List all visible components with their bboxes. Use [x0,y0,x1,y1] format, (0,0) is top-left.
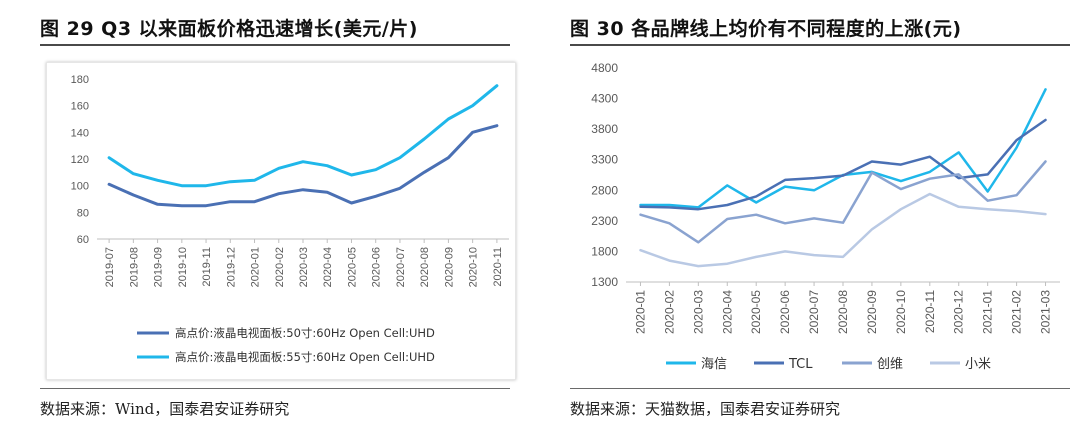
right-x-tick-label: 2020-08 [836,290,850,334]
right-source-rule [570,388,1070,389]
right-legend-label: 海信 [701,357,727,372]
right-x-tick-label: 2020-11 [923,290,937,333]
right-x-tick-label: 2020-05 [749,290,763,334]
left-x-tick-label: 2019-10 [177,247,189,287]
right-y-tick-label: 1300 [591,275,618,289]
left-legend-label: 高点价:液晶电视面板:50寸:60Hz Open Cell:UHD [175,326,435,340]
right-legend-label: 创维 [877,357,903,372]
right-x-tick-label: 2021-03 [1039,290,1053,334]
left-y-tick-label: 100 [71,181,89,193]
right-figure-title: 图 30 各品牌线上均价有不同程度的上涨(元) [570,18,962,40]
left-y-tick-label: 140 [71,127,89,139]
right-source-note: 数据来源：天猫数据，国泰君安证券研究 [570,400,841,418]
right-y-tick-label: 4800 [591,62,618,75]
right-y-tick-label: 2800 [591,183,618,197]
left-title-rule [40,44,510,46]
left-figure: 图 29 Q3 以来面板价格迅速增长(美元/片) 60 80 100 120 140 16… [40,18,516,418]
left-legend-label: 高点价:液晶电视面板:55寸:60Hz Open Cell:UHD [175,350,435,364]
right-figure: 图 30 各品牌线上均价有不同程度的上涨(元) 1300 1800 2300 2800… [548,0,1080,432]
left-x-tick-label: 2020-01 [250,247,262,287]
left-source-rule [40,388,510,389]
right-legend-label: TCL [788,357,813,372]
right-x-tick-label: 2020-12 [952,290,966,334]
left-y-tick-label: 180 [71,74,89,86]
right-x-tick-label: 2020-09 [865,290,879,334]
left-x-tick-label: 2020-05 [346,247,358,287]
left-x-tick-label: 2019-11 [201,247,213,287]
left-x-tick-label: 2020-09 [443,247,455,287]
left-x-tick-label: 2020-11 [492,247,504,287]
right-y-tick-label: 3800 [591,122,618,136]
left-source-note: 数据来源：Wind，国泰君安证券研究 [40,400,290,418]
right-x-tick-label: 2020-03 [691,290,705,334]
left-x-tick-label: 2019-12 [225,247,237,287]
right-x-tick-label: 2021-01 [981,290,995,334]
left-x-tick-label: 2020-03 [298,247,310,287]
right-chart-area: 1300 1800 2300 2800 3300 3800 4300 4800 2020-01 2… [570,62,1068,378]
left-chart: 60 80 100 120 140 160 180 2019-07 2019-08 2019-09… [71,74,509,364]
left-x-tick-label: 2020-06 [371,247,383,287]
right-legend-label: 小米 [965,357,991,372]
left-chart-area: 60 80 100 120 140 160 180 2019-07 2019-08 2019-09… [46,62,516,380]
left-y-tick-label: 160 [71,101,89,113]
right-y-tick-label: 4300 [591,92,618,106]
left-x-tick-label: 2020-04 [322,247,334,287]
left-x-tick-label: 2020-10 [468,247,480,287]
left-y-tick-label: 60 [77,234,89,246]
right-series-line-4 [639,192,1047,268]
right-x-tick-label: 2020-04 [720,290,734,334]
right-y-tick-label: 1800 [591,244,618,258]
right-x-tick-label: 2020-10 [894,290,908,334]
left-x-tick-label: 2019-09 [153,247,165,287]
left-x-tick-label: 2020-02 [274,247,286,287]
left-x-tick-label: 2020-07 [395,247,407,287]
right-chart: 1300 1800 2300 2800 3300 3800 4300 4800 2020-01 2… [591,62,1060,372]
right-y-tick-label: 3300 [591,153,618,167]
left-series-line-1 [107,124,499,208]
right-title-rule [570,44,1070,46]
left-y-tick-label: 120 [71,154,89,166]
left-x-tick-label: 2019-07 [104,247,116,287]
right-y-tick-label: 2300 [591,214,618,228]
right-x-tick-label: 2020-01 [633,290,647,334]
right-x-tick-label: 2021-02 [1010,290,1024,334]
right-x-tick-label: 2020-02 [662,290,676,334]
right-series-line-2 [639,118,1047,211]
right-x-tick-label: 2020-07 [807,290,821,334]
left-series-line-2 [107,84,499,188]
right-series-line-1 [639,88,1047,209]
left-x-tick-label: 2019-08 [128,247,140,287]
right-x-tick-label: 2020-06 [778,290,792,334]
left-y-tick-label: 80 [77,207,89,219]
left-figure-title: 图 29 Q3 以来面板价格迅速增长(美元/片) [40,18,418,40]
left-x-tick-label: 2020-08 [419,247,431,287]
